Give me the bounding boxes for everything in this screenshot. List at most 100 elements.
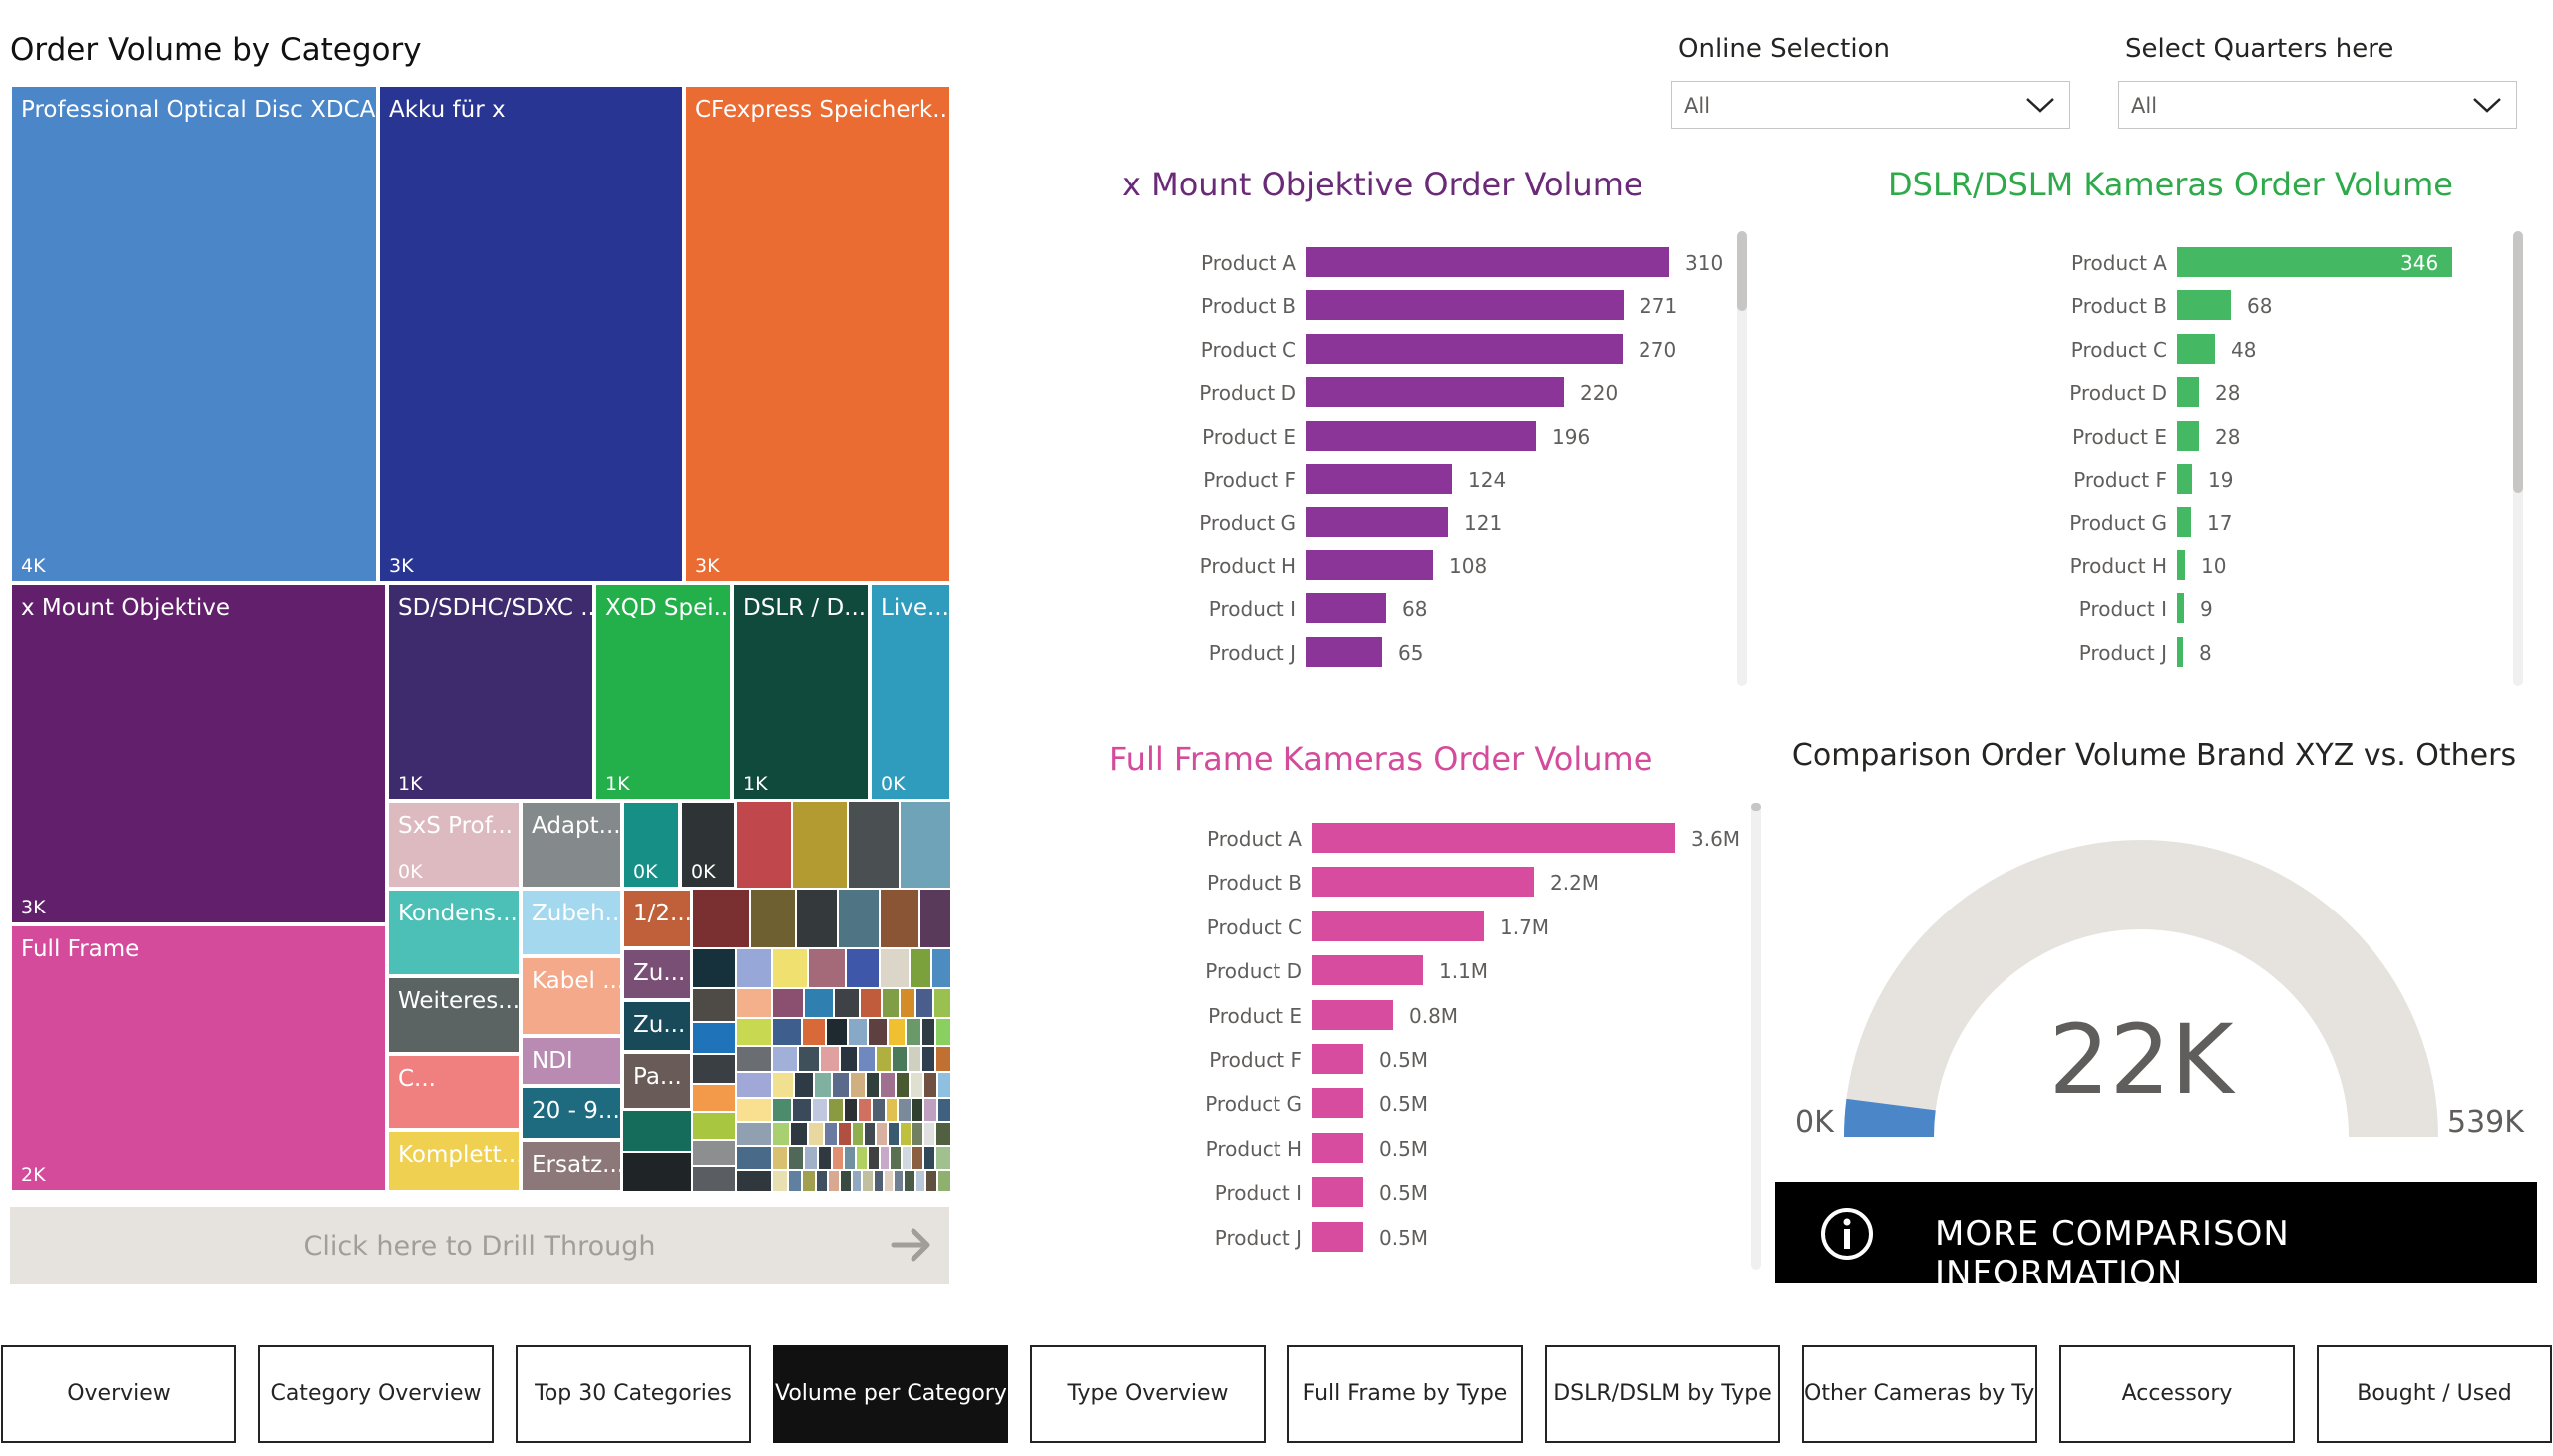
online-selection-dropdown[interactable]: All <box>1671 81 2070 129</box>
bar[interactable] <box>2177 420 2199 451</box>
mount-chart-scrollbar[interactable] <box>1737 231 1747 686</box>
bar[interactable] <box>2177 247 2452 277</box>
bar[interactable] <box>1306 507 1448 538</box>
treemap-cell-small[interactable] <box>860 988 882 1018</box>
treemap-cell-small[interactable] <box>824 1122 838 1146</box>
treemap-cell-small[interactable] <box>923 1098 937 1122</box>
treemap-cell-small[interactable] <box>840 1046 858 1072</box>
treemap-cell-small[interactable] <box>886 1098 898 1122</box>
bar[interactable] <box>1312 1221 1363 1252</box>
treemap-cell-small[interactable] <box>910 1072 923 1098</box>
treemap-cell-small[interactable] <box>750 889 796 948</box>
bar[interactable] <box>1306 636 1382 667</box>
treemap-cell[interactable]: Kondens... <box>387 889 521 976</box>
bar[interactable] <box>2177 333 2215 364</box>
bar[interactable] <box>1312 955 1423 986</box>
treemap-cell-small[interactable] <box>844 1146 856 1170</box>
treemap-cell-small[interactable] <box>804 988 834 1018</box>
treemap-cell-small[interactable] <box>804 1146 818 1170</box>
bar[interactable] <box>1312 1132 1363 1163</box>
treemap-cell[interactable]: Adapt... <box>521 801 622 889</box>
treemap-cell[interactable]: SD/SDHC/SDXC ... 1K <box>387 583 594 801</box>
treemap-cell-small[interactable] <box>856 1146 868 1170</box>
treemap-cell[interactable]: 1/2... <box>622 889 692 948</box>
treemap-cell-small[interactable] <box>910 948 931 988</box>
treemap-cell-small[interactable] <box>736 988 772 1018</box>
treemap-cell-small[interactable] <box>772 1018 802 1046</box>
treemap-cell-small[interactable] <box>798 1046 820 1072</box>
treemap-cell-small[interactable] <box>925 1170 937 1192</box>
bar[interactable] <box>1306 549 1433 580</box>
fullframe-chart-scrollbar[interactable] <box>1751 803 1761 1270</box>
nav-button[interactable]: Accessory <box>2059 1345 2295 1443</box>
treemap-cell-small[interactable] <box>912 1098 923 1122</box>
treemap-cell-small[interactable] <box>848 1018 868 1046</box>
treemap-cell-small[interactable] <box>937 1098 951 1122</box>
treemap-cell-small[interactable] <box>912 1146 923 1170</box>
treemap-cell-small[interactable] <box>826 1018 848 1046</box>
bar[interactable] <box>1306 464 1452 494</box>
treemap-cell-small[interactable] <box>866 1072 880 1098</box>
nav-button[interactable]: DSLR/DSLM by Type <box>1545 1345 1780 1443</box>
treemap-cell[interactable]: 20 - 9... <box>521 1086 622 1140</box>
nav-button[interactable]: Overview <box>1 1345 236 1443</box>
treemap-cell[interactable]: Zu... <box>622 948 692 1000</box>
treemap-cell-small[interactable] <box>898 1098 912 1122</box>
treemap-cell-small[interactable] <box>904 1170 915 1192</box>
treemap-cell-small[interactable] <box>802 1018 826 1046</box>
treemap-cell-small[interactable] <box>915 1170 925 1192</box>
treemap-cell-small[interactable] <box>808 1122 824 1146</box>
treemap-cell-small[interactable] <box>890 1146 902 1170</box>
treemap-cell-small[interactable] <box>692 1166 736 1192</box>
treemap-cell-small[interactable] <box>882 988 900 1018</box>
treemap-cell-small[interactable] <box>832 1146 844 1170</box>
treemap-cell-small[interactable] <box>900 1122 912 1146</box>
treemap-cell-small[interactable] <box>736 1146 772 1170</box>
select-quarters-dropdown[interactable]: All <box>2118 81 2517 129</box>
treemap-cell-small[interactable] <box>788 1146 804 1170</box>
treemap-cell-small[interactable] <box>900 988 915 1018</box>
treemap-cell-small[interactable] <box>846 948 880 988</box>
bar[interactable] <box>1306 593 1386 624</box>
treemap-cell[interactable]: Zubeh... <box>521 889 622 956</box>
mount-scroll-thumb[interactable] <box>1737 231 1747 311</box>
treemap-cell-small[interactable] <box>736 1170 772 1192</box>
treemap-cell[interactable]: Kabel ... <box>521 956 622 1036</box>
treemap-cell[interactable]: Komplett... <box>387 1130 521 1192</box>
treemap-cell[interactable]: SxS Prof... 0K <box>387 801 521 889</box>
treemap-cell-small[interactable] <box>818 1146 832 1170</box>
fullframe-scroll-thumb[interactable] <box>1751 803 1761 811</box>
treemap-cell-small[interactable] <box>772 1122 790 1146</box>
treemap-cell-small[interactable] <box>933 988 951 1018</box>
treemap-cell-small[interactable] <box>935 1122 951 1146</box>
treemap-cell[interactable]: XQD Spei... 1K <box>594 583 732 801</box>
treemap-cell-small[interactable] <box>937 1072 951 1098</box>
treemap-cell-small[interactable] <box>876 1122 888 1146</box>
treemap-cell-small[interactable] <box>872 1098 886 1122</box>
treemap-cell-small[interactable] <box>808 948 846 988</box>
bar[interactable] <box>1306 247 1669 277</box>
nav-button[interactable]: Full Frame by Type <box>1287 1345 1523 1443</box>
treemap-cell-small[interactable] <box>848 801 900 889</box>
treemap-cell-small[interactable] <box>892 1046 908 1072</box>
treemap-cell-small[interactable] <box>880 1146 890 1170</box>
treemap-cell-small[interactable] <box>832 1072 850 1098</box>
treemap-cell-small[interactable] <box>868 1146 880 1170</box>
treemap-cell-small[interactable] <box>692 1112 736 1140</box>
treemap-cell[interactable]: Zu... <box>622 1000 692 1052</box>
treemap-cell-small[interactable] <box>935 1046 951 1072</box>
dslr-scroll-thumb[interactable] <box>2513 231 2523 493</box>
treemap-cell-small[interactable] <box>692 1140 736 1166</box>
treemap-cell-small[interactable] <box>692 988 736 1022</box>
treemap-cell-small[interactable] <box>736 1122 772 1146</box>
treemap-cell-small[interactable] <box>888 1018 906 1046</box>
treemap-cell-small[interactable] <box>880 889 919 948</box>
treemap-cell-small[interactable] <box>852 1122 864 1146</box>
bar[interactable] <box>1306 420 1536 451</box>
treemap-cell-small[interactable] <box>915 988 933 1018</box>
treemap-cell-small[interactable] <box>880 1072 896 1098</box>
more-comparison-button[interactable]: MORE COMPARISON INFORMATION <box>1775 1182 2537 1293</box>
treemap-cell-small[interactable] <box>844 1098 858 1122</box>
treemap-cell-small[interactable] <box>802 1170 816 1192</box>
bar[interactable] <box>2177 593 2184 624</box>
